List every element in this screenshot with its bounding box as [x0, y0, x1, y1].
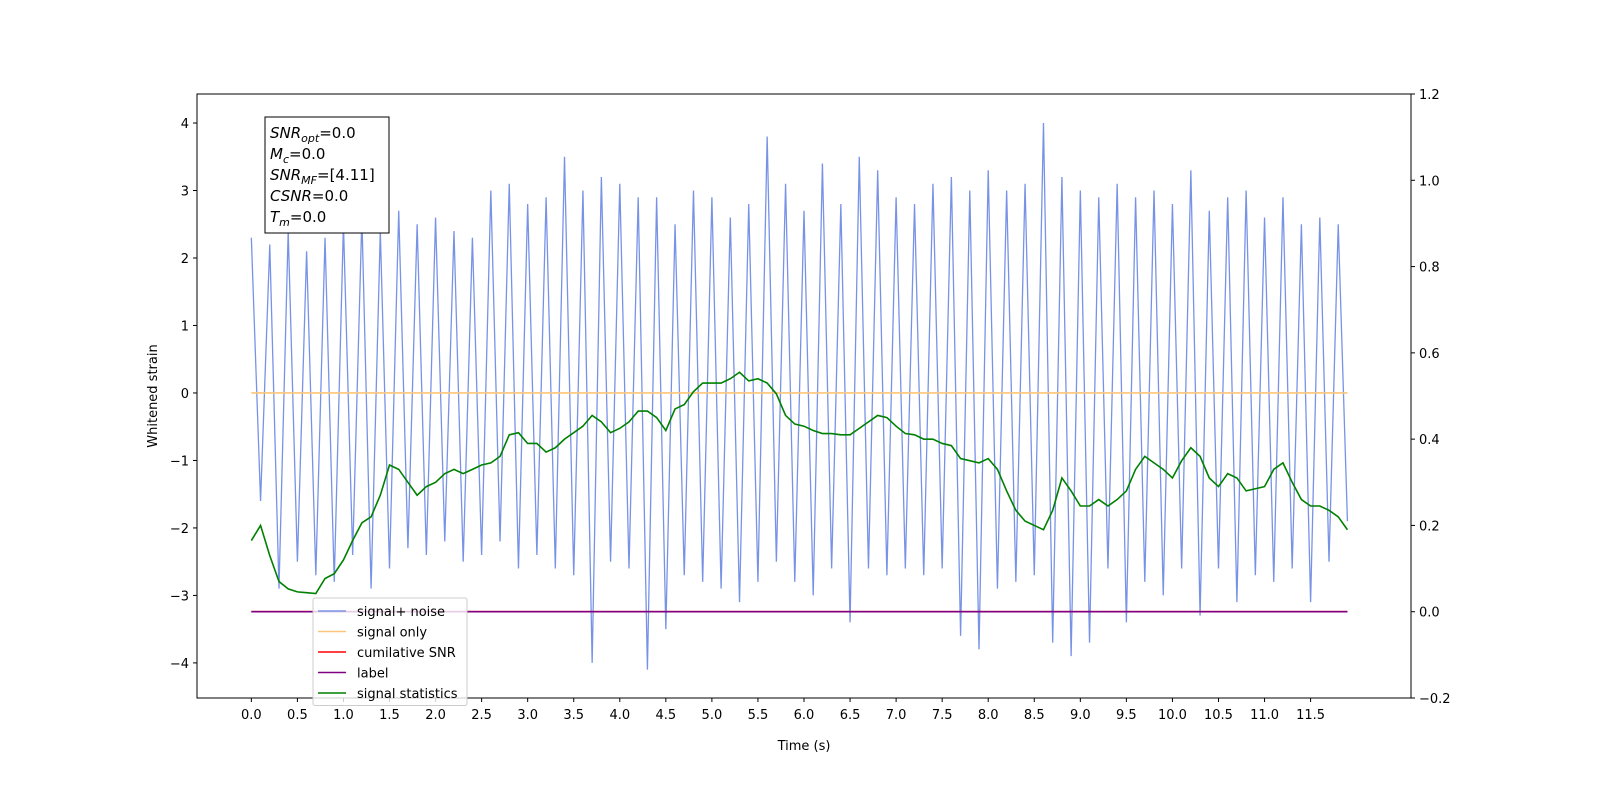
annotation: Mc=0.0 [270, 145, 325, 166]
x-tick-label: 3.0 [517, 708, 538, 723]
y2-tick-label: 0.0 [1419, 606, 1440, 621]
x-tick-label: 10.0 [1158, 708, 1187, 723]
y-axis-label: Whitened strain [146, 344, 161, 447]
x-tick-label: 9.0 [1070, 708, 1091, 723]
annotation-suffix: =0.0 [290, 208, 326, 226]
x-tick-label: 4.0 [609, 708, 630, 723]
x-tick-label: 0.5 [287, 708, 308, 723]
y2-tick-label: 0.4 [1419, 433, 1440, 448]
annotation-suffix: =0.0 [289, 145, 325, 163]
annotation-suffix: =0.0 [312, 187, 348, 205]
annotation-suffix: =0.0 [319, 124, 355, 142]
y-tick-label: 2 [181, 252, 189, 267]
x-tick-label: 5.5 [748, 708, 769, 723]
plot-frame [196, 93, 1412, 699]
legend-label: cumilative SNR [357, 646, 456, 661]
x-tick-label: 0.0 [241, 708, 262, 723]
legend-label: signal only [357, 626, 427, 641]
y2-tick-label: 0.6 [1419, 347, 1440, 362]
y-tick-label: 1 [181, 319, 189, 334]
x-tick-label: 7.5 [932, 708, 953, 723]
x-tick-label: 4.5 [655, 708, 676, 723]
annotation-sub: c [283, 153, 289, 166]
y-tick-label: −1 [170, 454, 189, 469]
x-tick-label: 7.0 [886, 708, 907, 723]
y-tick-label: −2 [170, 522, 189, 537]
annotation-name: CSNR [270, 187, 312, 205]
x-tick-label: 8.5 [1024, 708, 1045, 723]
y-tick-label: 0 [181, 387, 189, 402]
x-tick-label: 5.0 [702, 708, 723, 723]
annotation-sub: MF [301, 174, 317, 187]
annotation-sub: opt [301, 132, 320, 145]
x-tick-label: 6.0 [794, 708, 815, 723]
y2-tick-label: 0.8 [1419, 261, 1440, 276]
y-tick-label: 3 [181, 185, 189, 200]
x-tick-label: 11.5 [1296, 708, 1325, 723]
annotation: Tm=0.0 [270, 208, 326, 229]
x-tick-label: 1.5 [379, 708, 400, 723]
y-tick-label: −3 [170, 589, 189, 604]
x-tick-label: 1.0 [333, 708, 354, 723]
x-tick-label: 10.5 [1204, 708, 1233, 723]
x-tick-label: 8.0 [978, 708, 999, 723]
legend-label: label [357, 667, 388, 682]
x-tick-label: 2.0 [425, 708, 446, 723]
annotation-name: M [270, 145, 283, 163]
x-tick-label: 3.5 [563, 708, 584, 723]
y-tick-label: 4 [181, 117, 189, 132]
x-tick-label: 2.5 [471, 708, 492, 723]
x-tick-label: 6.5 [840, 708, 861, 723]
series-line [250, 371, 1349, 595]
series-line [250, 123, 1349, 670]
y2-tick-label: 1.0 [1419, 174, 1440, 189]
annotation: CSNR=0.0 [270, 187, 348, 205]
annotation-box [264, 116, 390, 234]
x-tick-label: 11.0 [1250, 708, 1279, 723]
x-axis-label: Time (s) [777, 739, 831, 754]
legend-box [312, 597, 468, 706]
annotation-name: SNR [270, 124, 301, 142]
y-tick-label: −4 [170, 657, 189, 672]
legend-label: signal+ noise [357, 605, 445, 620]
annotation-suffix: =[4.11] [317, 166, 375, 184]
annotation-sub: m [279, 216, 290, 229]
y2-tick-label: 1.2 [1419, 88, 1440, 103]
y2-tick-label: −0.2 [1419, 692, 1451, 707]
y2-tick-label: 0.2 [1419, 519, 1440, 534]
annotation: SNRMF=[4.11] [270, 166, 375, 187]
annotation-name: SNR [270, 166, 301, 184]
annotation: SNRopt=0.0 [270, 124, 356, 145]
annotation-name: T [270, 208, 281, 226]
legend-label: signal statistics [357, 687, 458, 702]
x-tick-label: 9.5 [1116, 708, 1137, 723]
